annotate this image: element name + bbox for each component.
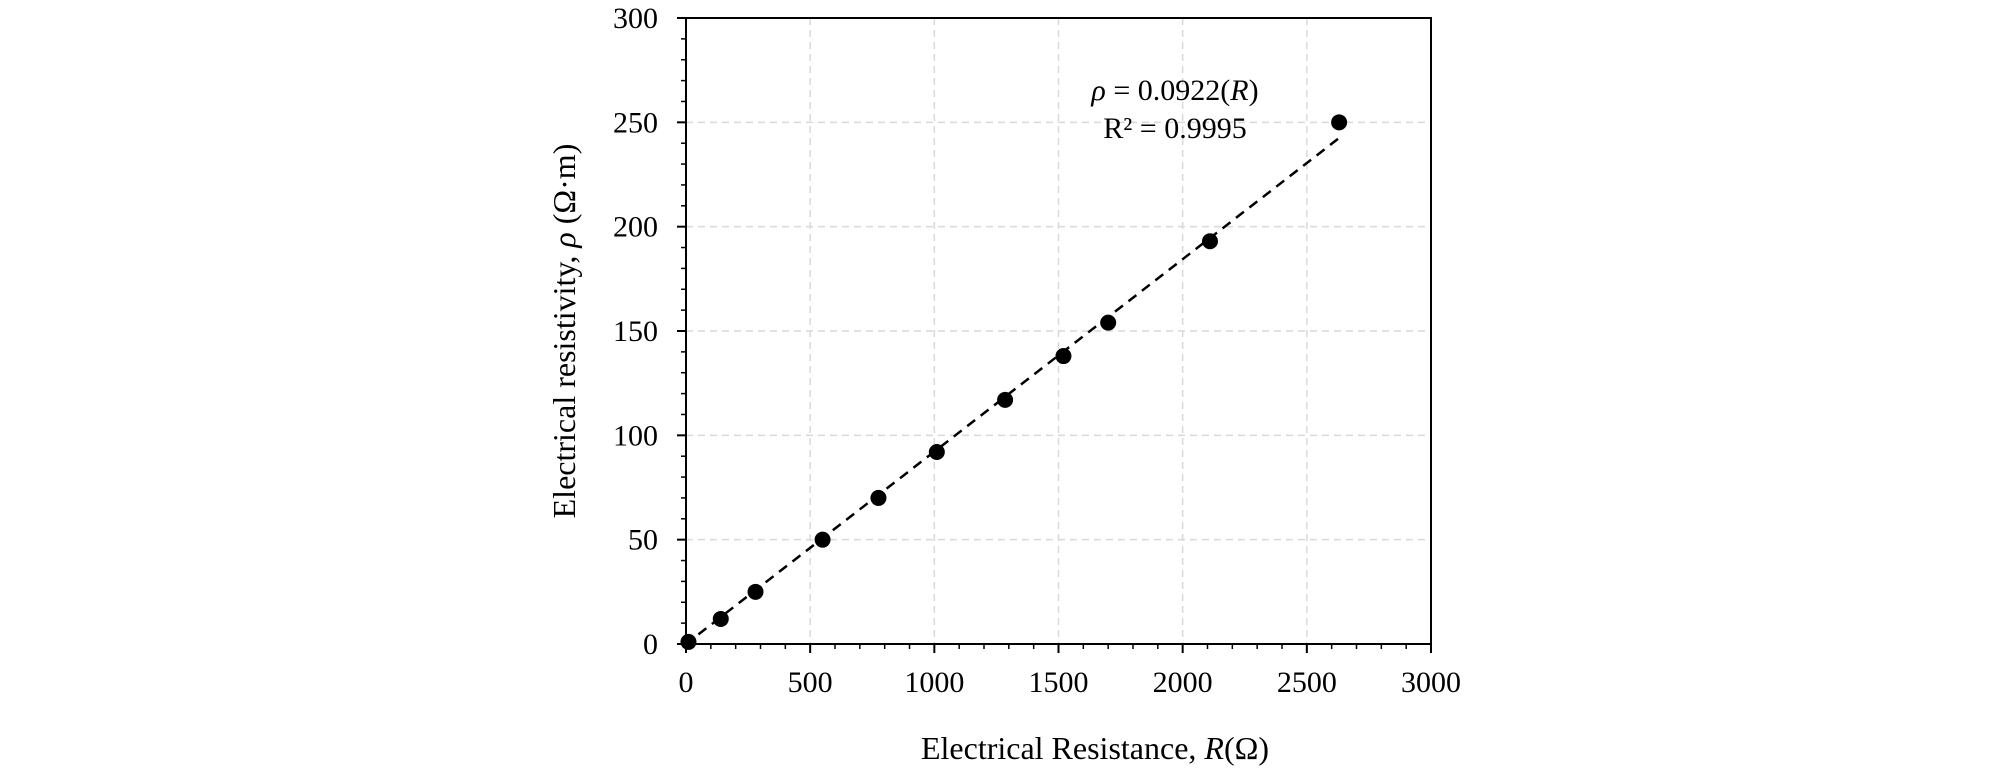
- x-axis-ticks: 0 500 1000 1500 2000 2500 3000: [679, 644, 1461, 699]
- data-point: [712, 610, 729, 627]
- x-tick-label: 1500: [1029, 666, 1089, 699]
- x-tick-label: 0: [679, 666, 694, 699]
- r-squared-label: R² = 0.9995: [1103, 112, 1246, 145]
- y-axis-title: Electrical resistivity, ρ (Ω·m): [546, 144, 582, 519]
- y-tick-label: 200: [613, 211, 658, 244]
- x-tick-label: 3000: [1401, 666, 1461, 699]
- data-point: [747, 583, 764, 600]
- trendline-equation: ρ = 0.0922(R): [1090, 74, 1258, 107]
- y-tick-label: 100: [613, 419, 658, 452]
- y-tick-label: 0: [643, 628, 658, 661]
- data-point: [1201, 233, 1218, 250]
- data-point: [928, 444, 945, 461]
- data-points: [680, 114, 1348, 650]
- y-tick-label: 300: [613, 2, 658, 35]
- y-tick-label: 250: [613, 106, 658, 139]
- gridlines: [686, 18, 1431, 644]
- data-point: [997, 391, 1014, 408]
- x-tick-label: 500: [788, 666, 833, 699]
- data-point: [1100, 314, 1117, 331]
- data-point: [1055, 348, 1072, 365]
- y-tick-label: 50: [628, 524, 658, 557]
- data-point: [814, 531, 831, 548]
- data-point: [680, 633, 697, 650]
- data-point: [870, 489, 887, 506]
- y-axis-ticks: 0 50 100 150 200 250 300: [613, 2, 686, 661]
- y-tick-label: 150: [613, 315, 658, 348]
- x-tick-label: 2000: [1153, 666, 1213, 699]
- data-point: [1331, 114, 1348, 131]
- x-tick-label: 1000: [904, 666, 964, 699]
- trendline: [697, 135, 1343, 636]
- x-tick-label: 2500: [1277, 666, 1337, 699]
- x-axis-title: Electrical Resistance, R(Ω): [921, 730, 1269, 766]
